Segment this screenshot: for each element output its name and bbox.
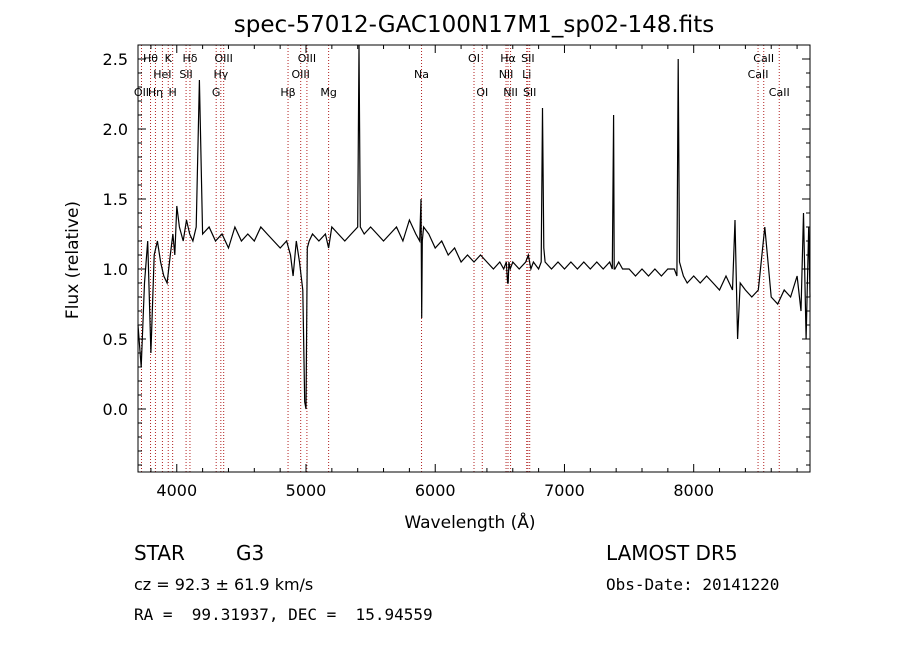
line-marker-label: Hγ: [213, 68, 228, 81]
obs-date: Obs-Date: 20141220: [606, 575, 779, 594]
line-marker-label: OIII: [292, 68, 310, 81]
line-marker-label: Hθ: [143, 52, 158, 65]
line-marker-label: Li: [522, 68, 531, 81]
line-marker-label: NII: [503, 86, 518, 99]
chart-title: spec-57012-GAC100N17M1_sp02-148.fits: [234, 12, 714, 38]
y-axis-ticks: 0.0 0.5 1.0 1.5 2.0 2.5: [103, 50, 810, 466]
line-marker-label: CaII: [769, 86, 790, 99]
line-marker-label: Hβ: [280, 86, 295, 99]
line-marker-label: OIII: [214, 52, 232, 65]
redshift-text: cz = 92.3 ± 61.9 km/s: [134, 575, 313, 594]
object-type: STAR: [134, 541, 185, 565]
line-marker-label: Hη: [148, 86, 163, 99]
line-marker-label: Mg: [320, 86, 336, 99]
line-marker-label: CaII: [748, 68, 769, 81]
line-marker-label: SII: [179, 68, 192, 81]
y-tick-label: 2.0: [103, 120, 128, 139]
survey-name: LAMOST DR5: [606, 541, 738, 565]
line-marker-label: CaII: [753, 52, 774, 65]
line-marker-label: OI: [468, 52, 480, 65]
y-tick-label: 0.0: [103, 400, 128, 419]
line-marker-label: Hδ: [182, 52, 197, 65]
line-marker-label: Hα: [500, 52, 516, 65]
line-marker-label: Na: [414, 68, 429, 81]
line-marker-label: OII: [134, 86, 149, 99]
plot-frame: [137, 44, 811, 473]
x-axis-label: Wavelength (Å): [404, 511, 535, 533]
spectrum-line: [137, 44, 811, 410]
y-tick-label: 1.0: [103, 260, 128, 279]
coordinates: RA = 99.31937, DEC = 15.94559: [134, 605, 433, 624]
x-tick-label: 6000: [415, 481, 456, 500]
line-marker-label: OI: [476, 86, 488, 99]
object-subclass: G3: [236, 541, 264, 565]
line-marker-label: H: [168, 86, 176, 99]
x-axis-ticks: 4000 5000 6000 7000 8000: [150, 45, 798, 500]
x-tick-label: 8000: [673, 481, 714, 500]
line-marker-label: G: [212, 86, 221, 99]
line-marker-label: SII: [523, 86, 536, 99]
line-marker-label: OIII: [298, 52, 316, 65]
line-marker-label: K: [165, 52, 173, 65]
y-tick-label: 0.5: [103, 330, 128, 349]
x-tick-label: 7000: [544, 481, 585, 500]
x-tick-label: 4000: [156, 481, 197, 500]
line-marker-label: NII: [499, 68, 514, 81]
emission-line-labels: OIIHθHηHeIKHSIIHδGHγOIIIHβOIIIOIIIMgNaOI…: [134, 52, 790, 99]
x-tick-label: 5000: [286, 481, 327, 500]
line-marker-label: SII: [521, 52, 534, 65]
spectrum-series: [137, 44, 811, 410]
line-marker-label: HeI: [153, 68, 171, 81]
y-tick-label: 2.5: [103, 50, 128, 69]
emission-line-markers: [140, 45, 780, 472]
y-axis-label: Flux (relative): [63, 201, 83, 319]
y-tick-label: 1.5: [103, 190, 128, 209]
